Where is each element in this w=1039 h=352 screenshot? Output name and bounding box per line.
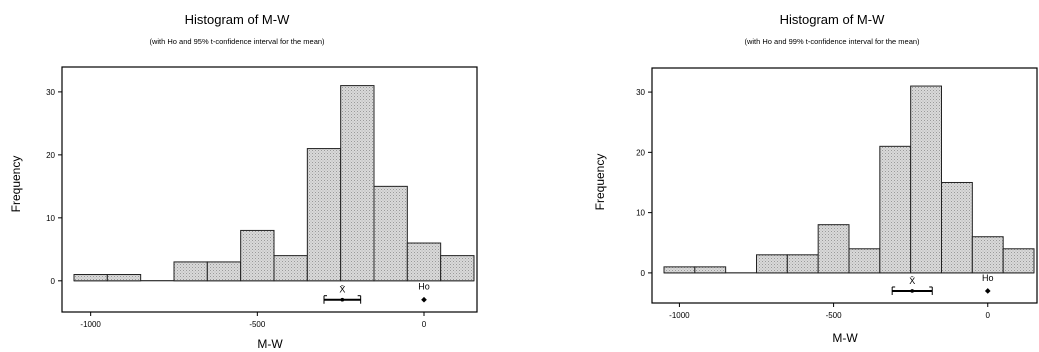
histogram-bar xyxy=(971,236,1004,274)
y-tick-label: 30 xyxy=(46,88,55,97)
histogram-bar xyxy=(848,248,881,274)
histogram-bar xyxy=(663,266,696,274)
y-tick-label: 10 xyxy=(636,209,645,218)
x-tick-label: 0 xyxy=(986,311,991,320)
mean-marker xyxy=(340,297,345,302)
histogram-panel-99: Histogram of M-W (with Ho and 99% t-conf… xyxy=(593,12,1038,345)
histogram-bar xyxy=(240,229,275,282)
y-tick-label: 30 xyxy=(636,88,645,97)
plot-frame xyxy=(61,66,478,313)
histogram-bar xyxy=(1002,248,1035,274)
x-tick-label: -500 xyxy=(249,320,266,329)
histogram-bar xyxy=(910,85,943,274)
y-tick-label: 0 xyxy=(641,269,646,278)
histogram-bar xyxy=(340,85,375,282)
histogram-bar xyxy=(106,274,142,282)
histogram-panel-95: Histogram of M-W (with Ho and 95% t-conf… xyxy=(9,12,478,351)
plot-area: 0 10 20 30 -1000 -500 0 X̄ Ho xyxy=(46,66,478,329)
y-tick-label: 10 xyxy=(46,214,55,223)
histogram-bar xyxy=(694,266,727,274)
x-tick-label: 0 xyxy=(422,320,427,329)
histogram-bar xyxy=(373,185,408,282)
histogram-bar xyxy=(817,224,850,274)
x-tick-label: -1000 xyxy=(80,320,101,329)
plot-frame xyxy=(651,67,1038,304)
histogram-bar xyxy=(306,148,342,282)
y-axis-label: Frequency xyxy=(593,154,607,211)
mean-label: X̄ xyxy=(909,276,915,286)
ho-label: Ho xyxy=(418,282,430,292)
histogram-bar xyxy=(786,254,819,274)
histogram-bar xyxy=(406,242,442,282)
ho-marker xyxy=(421,296,427,303)
plot-area: 0 10 20 30 -1000 -500 0 X̄ Ho xyxy=(636,67,1038,320)
histogram-bar xyxy=(879,145,912,274)
x-tick-label: -500 xyxy=(826,311,843,320)
histogram-bar xyxy=(440,255,475,282)
x-tick-label: -1000 xyxy=(669,311,690,320)
chart-title: Histogram of M-W xyxy=(780,12,885,27)
x-axis-label: M-W xyxy=(257,337,283,351)
y-axis-label: Frequency xyxy=(9,156,23,213)
y-tick-label: 20 xyxy=(636,148,645,157)
ho-marker xyxy=(984,288,991,294)
x-axis-label: M-W xyxy=(832,331,858,345)
y-tick-label: 0 xyxy=(51,277,56,286)
histogram-bar xyxy=(941,181,973,274)
histogram-bar xyxy=(73,274,108,282)
chart-subtitle: (with Ho and 99% t-confidence interval f… xyxy=(744,37,920,46)
mean-marker xyxy=(910,289,915,293)
histogram-bar xyxy=(173,261,208,282)
histogram-bar xyxy=(206,261,242,282)
chart-subtitle: (with Ho and 95% t-confidence interval f… xyxy=(149,37,325,46)
chart-title: Histogram of M-W xyxy=(185,12,290,27)
mean-label: X̄ xyxy=(339,285,345,295)
y-tick-label: 20 xyxy=(46,151,55,160)
ho-label: Ho xyxy=(982,273,994,283)
histogram-bar xyxy=(273,255,308,282)
histogram-bar xyxy=(756,254,788,274)
